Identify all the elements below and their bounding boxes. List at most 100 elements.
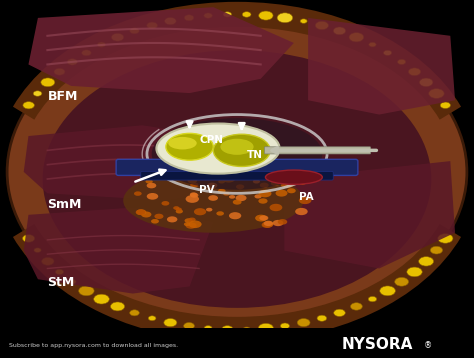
Text: StM: StM bbox=[47, 276, 74, 289]
Ellipse shape bbox=[272, 180, 280, 184]
Ellipse shape bbox=[146, 179, 153, 184]
Text: BFM: BFM bbox=[47, 90, 78, 103]
Text: SmM: SmM bbox=[47, 198, 82, 211]
Polygon shape bbox=[28, 7, 294, 93]
Ellipse shape bbox=[162, 201, 169, 205]
Ellipse shape bbox=[189, 221, 201, 228]
Ellipse shape bbox=[213, 134, 270, 166]
Ellipse shape bbox=[55, 269, 64, 275]
Ellipse shape bbox=[253, 179, 260, 184]
Ellipse shape bbox=[259, 216, 268, 221]
Ellipse shape bbox=[155, 214, 164, 219]
Ellipse shape bbox=[152, 118, 322, 190]
Ellipse shape bbox=[220, 139, 254, 155]
Ellipse shape bbox=[275, 190, 288, 197]
Ellipse shape bbox=[258, 198, 268, 204]
Ellipse shape bbox=[141, 212, 151, 218]
Ellipse shape bbox=[223, 12, 232, 17]
Ellipse shape bbox=[368, 296, 377, 302]
Ellipse shape bbox=[409, 68, 420, 76]
Polygon shape bbox=[284, 161, 455, 268]
Ellipse shape bbox=[419, 257, 434, 266]
Ellipse shape bbox=[151, 219, 159, 223]
Ellipse shape bbox=[194, 208, 206, 215]
Ellipse shape bbox=[206, 208, 212, 212]
Ellipse shape bbox=[262, 222, 272, 228]
Ellipse shape bbox=[223, 192, 230, 196]
Ellipse shape bbox=[236, 184, 244, 189]
Polygon shape bbox=[24, 208, 213, 294]
Ellipse shape bbox=[229, 212, 241, 219]
Ellipse shape bbox=[156, 124, 280, 174]
Ellipse shape bbox=[407, 267, 422, 277]
Ellipse shape bbox=[183, 323, 194, 329]
Polygon shape bbox=[308, 18, 455, 115]
Ellipse shape bbox=[190, 193, 199, 198]
Ellipse shape bbox=[260, 183, 269, 188]
Ellipse shape bbox=[242, 12, 251, 17]
Ellipse shape bbox=[67, 59, 77, 65]
Ellipse shape bbox=[33, 91, 42, 96]
Ellipse shape bbox=[23, 102, 35, 109]
Ellipse shape bbox=[34, 248, 41, 252]
Ellipse shape bbox=[440, 102, 450, 108]
Ellipse shape bbox=[349, 33, 364, 42]
Ellipse shape bbox=[79, 286, 94, 296]
Ellipse shape bbox=[255, 215, 267, 222]
Text: TN: TN bbox=[246, 150, 263, 160]
Ellipse shape bbox=[369, 42, 376, 47]
Ellipse shape bbox=[218, 180, 225, 184]
Ellipse shape bbox=[184, 15, 194, 21]
Ellipse shape bbox=[164, 319, 177, 327]
Ellipse shape bbox=[218, 189, 226, 193]
Ellipse shape bbox=[167, 216, 177, 222]
Ellipse shape bbox=[278, 219, 287, 225]
Ellipse shape bbox=[380, 286, 395, 296]
Ellipse shape bbox=[258, 323, 273, 333]
Text: CPN: CPN bbox=[199, 135, 223, 145]
FancyBboxPatch shape bbox=[116, 159, 358, 175]
Ellipse shape bbox=[222, 326, 233, 333]
Ellipse shape bbox=[186, 195, 199, 203]
Ellipse shape bbox=[334, 309, 345, 316]
Ellipse shape bbox=[243, 327, 250, 332]
Ellipse shape bbox=[176, 209, 183, 213]
Ellipse shape bbox=[190, 183, 199, 188]
Ellipse shape bbox=[136, 209, 146, 215]
Ellipse shape bbox=[216, 211, 224, 216]
Ellipse shape bbox=[222, 175, 235, 183]
Ellipse shape bbox=[430, 246, 443, 254]
FancyBboxPatch shape bbox=[141, 171, 333, 180]
Text: ®: ® bbox=[424, 341, 432, 350]
Ellipse shape bbox=[41, 78, 55, 87]
Ellipse shape bbox=[395, 277, 409, 286]
Ellipse shape bbox=[111, 33, 124, 41]
Ellipse shape bbox=[98, 42, 106, 47]
Ellipse shape bbox=[134, 192, 142, 196]
Ellipse shape bbox=[184, 222, 191, 226]
Ellipse shape bbox=[281, 181, 293, 188]
Ellipse shape bbox=[148, 316, 156, 321]
Ellipse shape bbox=[233, 199, 242, 205]
Text: PV: PV bbox=[199, 185, 215, 195]
Ellipse shape bbox=[54, 68, 65, 75]
Ellipse shape bbox=[419, 78, 433, 87]
Ellipse shape bbox=[43, 50, 431, 308]
Ellipse shape bbox=[94, 294, 109, 304]
Ellipse shape bbox=[236, 195, 246, 201]
Ellipse shape bbox=[42, 257, 54, 265]
Ellipse shape bbox=[173, 206, 179, 210]
Ellipse shape bbox=[277, 13, 293, 23]
Ellipse shape bbox=[185, 222, 197, 229]
Ellipse shape bbox=[270, 204, 283, 211]
Ellipse shape bbox=[123, 168, 303, 233]
Ellipse shape bbox=[315, 21, 328, 30]
Ellipse shape bbox=[317, 315, 327, 321]
Ellipse shape bbox=[188, 178, 197, 183]
Ellipse shape bbox=[297, 319, 310, 326]
Ellipse shape bbox=[130, 28, 139, 34]
Ellipse shape bbox=[285, 180, 296, 187]
Ellipse shape bbox=[147, 193, 158, 200]
Ellipse shape bbox=[296, 179, 307, 185]
Ellipse shape bbox=[166, 134, 213, 160]
